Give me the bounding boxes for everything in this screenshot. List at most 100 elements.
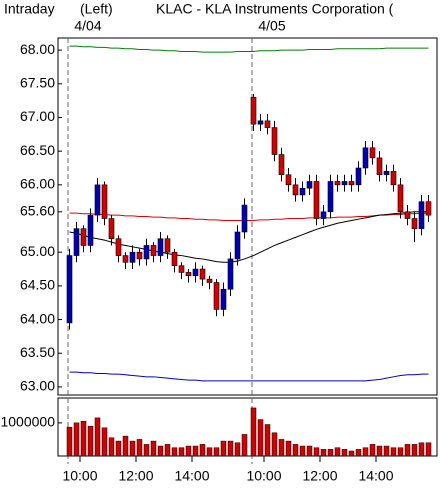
candle-body — [418, 201, 425, 229]
candle-body — [143, 245, 150, 260]
candle-body — [234, 231, 241, 260]
volume-bar — [227, 440, 234, 457]
volume-bar — [136, 439, 143, 457]
candle-body — [264, 120, 271, 128]
volume-bar — [73, 422, 80, 457]
volume-bar — [425, 442, 432, 457]
candle-body — [164, 238, 171, 253]
candle-body — [206, 278, 213, 283]
candle-body — [108, 218, 115, 240]
volume-bar — [418, 442, 425, 457]
volume-bar — [66, 426, 73, 457]
chart-heading: KLAC - KLA Instruments Corporation ( — [156, 1, 394, 17]
volume-bar — [278, 439, 285, 457]
volume-bar — [241, 434, 248, 457]
candle-body — [171, 251, 178, 266]
volume-bar — [320, 449, 327, 457]
x-tick-label: 10:00 — [246, 468, 281, 484]
candle-body — [150, 245, 157, 256]
volume-bar — [306, 445, 313, 457]
volume-bar — [313, 447, 320, 457]
y-tick-label: 67.50 — [20, 75, 55, 91]
volume-bar — [299, 445, 306, 457]
y-tick-label: 67.00 — [20, 108, 55, 124]
y-tick-label: 63.00 — [20, 378, 55, 394]
candle-body — [299, 187, 306, 196]
candle-body — [355, 167, 362, 186]
volume-bar — [157, 445, 164, 457]
candle-body — [115, 238, 122, 256]
y-tick-label: 65.00 — [20, 243, 55, 259]
candle-body — [101, 184, 108, 219]
volume-bar — [80, 420, 87, 457]
volume-bar — [164, 444, 171, 457]
volume-bar — [292, 444, 299, 457]
date-label: 4/05 — [258, 18, 285, 34]
candle-body — [425, 201, 432, 216]
candle-body — [313, 181, 320, 219]
indicator-line — [69, 371, 429, 382]
volume-bar — [362, 447, 369, 457]
candle-body — [66, 255, 73, 324]
volume-bar — [94, 417, 101, 457]
candle-body — [383, 171, 390, 176]
y-tick-label: 63.50 — [20, 344, 55, 360]
volume-bar — [341, 449, 348, 457]
candle-body — [369, 147, 376, 159]
candle-body — [80, 228, 87, 246]
volume-bar — [383, 445, 390, 457]
candle-body — [285, 174, 292, 186]
candle-body — [157, 238, 164, 256]
candle-body — [362, 147, 369, 169]
candle-body — [334, 181, 341, 186]
candle-body — [227, 258, 234, 290]
volume-bar — [171, 447, 178, 457]
candle-body — [292, 184, 299, 196]
volume-bar — [206, 447, 213, 457]
volume-bar — [257, 419, 264, 457]
chart-title: Intraday — [4, 1, 55, 17]
candle-body — [376, 157, 383, 176]
volume-bar — [178, 447, 185, 457]
volume-bar — [348, 450, 355, 457]
y-tick-label: 64.50 — [20, 277, 55, 293]
x-tick-label: 12:00 — [118, 468, 153, 484]
candle-body — [73, 228, 80, 256]
candle-body — [94, 184, 101, 216]
candle-body — [306, 181, 313, 189]
volume-bar — [87, 425, 94, 457]
candle-body — [192, 268, 199, 277]
volume-bar — [334, 447, 341, 457]
volume-bar — [115, 440, 122, 457]
volume-bar — [327, 449, 334, 457]
volume-bar — [264, 424, 271, 457]
candle-body — [136, 251, 143, 260]
price-frame — [57, 37, 438, 396]
x-tick-label: 14:00 — [358, 468, 393, 484]
candle-body — [320, 211, 327, 219]
y-tick-label: 64.00 — [20, 310, 55, 326]
candle-body — [87, 214, 94, 246]
candle-body — [241, 204, 248, 233]
chart-subtitle: (Left) — [80, 1, 113, 17]
candle-body — [397, 184, 404, 213]
candle-body — [348, 181, 355, 186]
volume-bar — [404, 444, 411, 457]
volume-bar — [101, 427, 108, 457]
candle-body — [278, 154, 285, 176]
candle-body — [213, 282, 220, 310]
candle-body — [271, 127, 278, 155]
volume-tick-label: 1000000 — [0, 414, 55, 430]
x-tick-label: 12:00 — [302, 468, 337, 484]
y-tick-label: 66.50 — [20, 142, 55, 158]
candle-body — [411, 218, 418, 229]
volume-bar — [285, 440, 292, 457]
indicator-line — [69, 211, 429, 263]
volume-bar — [234, 442, 241, 457]
volume-bar — [397, 447, 404, 457]
volume-bar — [390, 447, 397, 457]
candle-body — [404, 211, 411, 219]
candle-body — [129, 251, 136, 263]
candle-body — [341, 181, 348, 186]
